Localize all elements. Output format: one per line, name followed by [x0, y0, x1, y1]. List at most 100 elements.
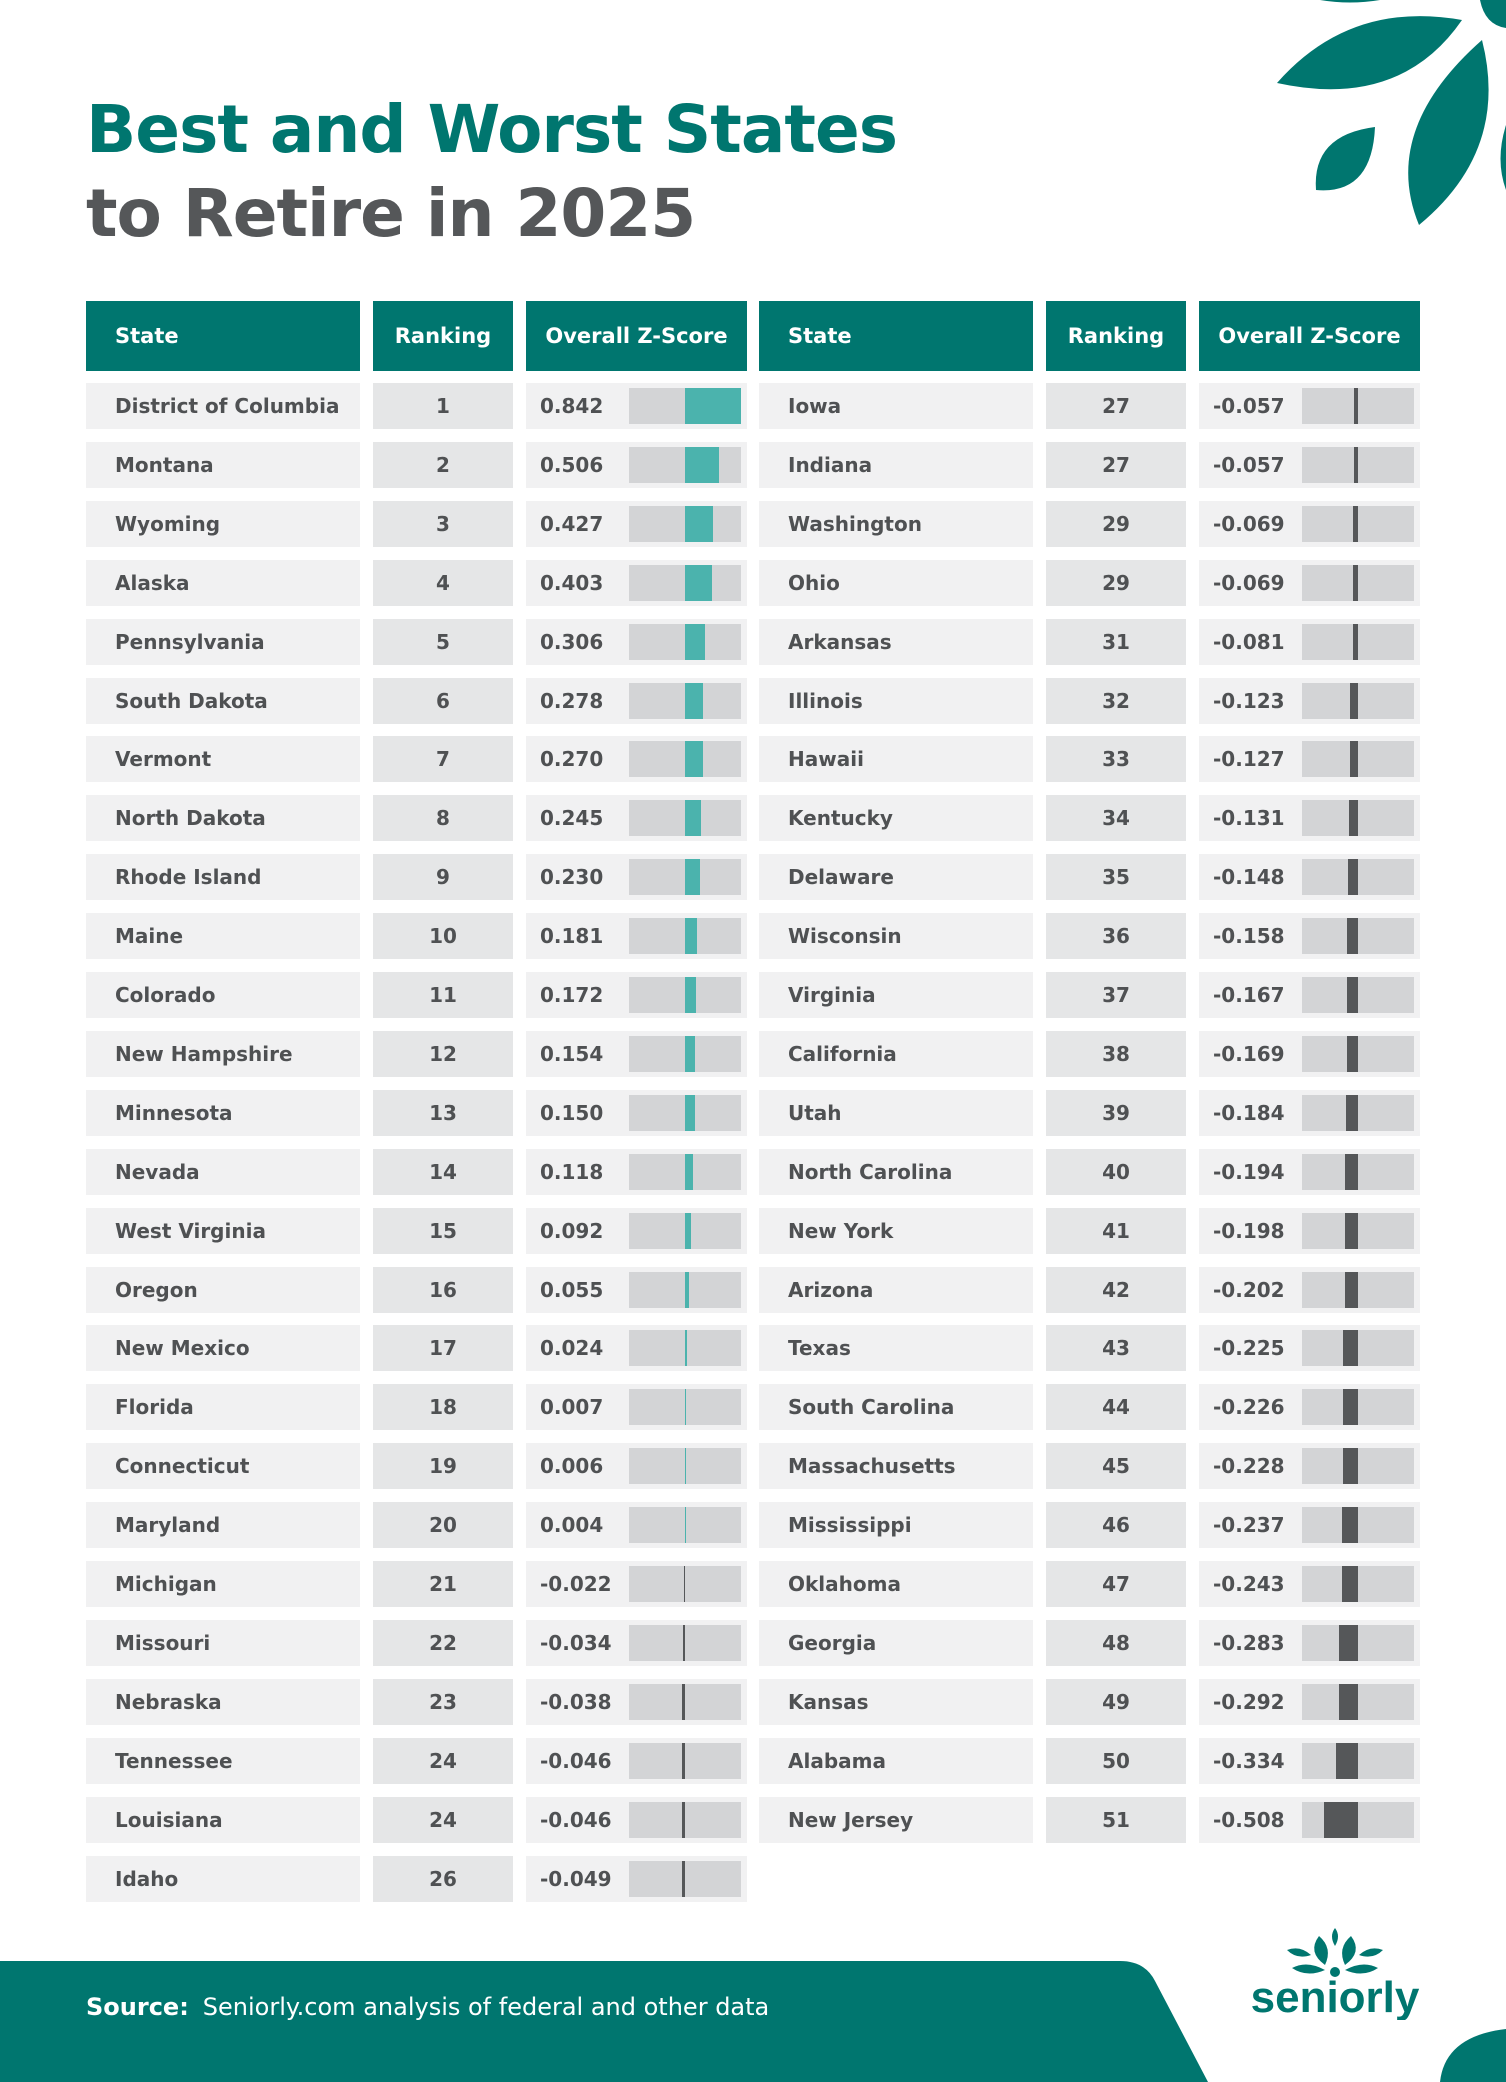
cell-state: West Virginia — [86, 1207, 360, 1254]
cell-z-score: 0.506 — [526, 441, 747, 488]
ranking-value: 12 — [429, 1041, 457, 1066]
z-score-bar — [1349, 800, 1358, 837]
z-score-bar — [685, 1448, 686, 1485]
cell-z-score: -0.057 — [1199, 383, 1420, 429]
z-score-bar-track — [629, 1507, 741, 1544]
cell-state: New Jersey — [759, 1796, 1033, 1843]
cell-ranking: 34 — [1046, 795, 1186, 842]
z-score-value: 0.150 — [540, 1100, 604, 1125]
z-score-bar — [1353, 505, 1358, 542]
z-score-value: -0.167 — [1213, 983, 1285, 1007]
cell-state: Nebraska — [86, 1678, 360, 1725]
z-score-bar-track — [629, 1389, 741, 1426]
z-score-bar — [685, 918, 698, 955]
state-value: Kansas — [788, 1689, 869, 1714]
z-score-bar-track — [1302, 1094, 1414, 1131]
z-score-bar-track — [1302, 918, 1414, 955]
cell-z-score: -0.046 — [526, 1796, 747, 1843]
z-score-bar — [1344, 1212, 1358, 1249]
cell-state: Florida — [86, 1384, 360, 1431]
z-score-value: -0.081 — [1213, 629, 1285, 654]
cell-z-score: 0.403 — [526, 559, 747, 606]
cell-z-score: -0.049 — [526, 1855, 747, 1902]
z-score-value: 0.230 — [540, 865, 604, 890]
cell-state: Delaware — [759, 854, 1033, 901]
state-value: North Dakota — [115, 806, 266, 831]
cell-ranking: 37 — [1046, 972, 1186, 1018]
cell-z-score: 0.278 — [526, 677, 747, 724]
z-score-bar — [681, 1801, 685, 1838]
state-value: Delaware — [788, 865, 894, 890]
z-score-bar — [1345, 1153, 1358, 1190]
footer-band — [0, 1961, 1506, 2082]
z-score-bar-track — [629, 564, 741, 601]
z-score-value: 0.055 — [540, 1277, 604, 1302]
z-score-value: 0.006 — [540, 1454, 604, 1479]
cell-z-score: -0.508 — [1199, 1796, 1420, 1843]
z-score-bar-track — [629, 1448, 741, 1485]
cell-state: Louisiana — [86, 1796, 360, 1843]
cell-ranking: 6 — [373, 677, 513, 724]
z-score-bar-track — [629, 859, 741, 896]
cell-z-score: -0.022 — [526, 1561, 747, 1607]
cell-z-score: -0.169 — [1199, 1030, 1420, 1077]
z-score-value: 0.427 — [540, 511, 604, 536]
cell-ranking: 31 — [1046, 618, 1186, 665]
z-score-bar — [1339, 1624, 1358, 1661]
z-score-bar — [682, 1624, 685, 1661]
z-score-bar-track — [629, 1624, 741, 1661]
z-score-bar-track — [1302, 741, 1414, 778]
cell-state: Idaho — [86, 1855, 360, 1902]
cell-ranking: 27 — [1046, 441, 1186, 488]
z-score-bar-track — [1302, 446, 1414, 483]
ranking-value: 8 — [436, 806, 450, 831]
cell-ranking: 29 — [1046, 559, 1186, 606]
cell-ranking: 13 — [373, 1089, 513, 1136]
state-value: West Virginia — [115, 1218, 266, 1243]
z-score-value: -0.057 — [1213, 394, 1285, 418]
z-score-bar — [685, 741, 703, 778]
state-value: New Hampshire — [115, 1041, 293, 1066]
cell-ranking: 49 — [1046, 1678, 1186, 1725]
ranking-value: 50 — [1102, 1748, 1130, 1773]
state-value: Hawaii — [788, 747, 864, 772]
cell-state: Pennsylvania — [86, 618, 360, 665]
state-value: Virginia — [788, 983, 876, 1007]
z-score-bar — [1349, 741, 1358, 778]
z-score-bar — [1344, 1271, 1358, 1308]
state-value: New Mexico — [115, 1336, 250, 1361]
z-score-bar-track — [1302, 388, 1414, 424]
state-value: Connecticut — [115, 1454, 250, 1479]
cell-state: Utah — [759, 1089, 1033, 1136]
ranking-value: 14 — [429, 1159, 457, 1184]
state-value: Minnesota — [115, 1100, 233, 1125]
z-score-bar — [685, 623, 706, 660]
z-score-bar-track — [1302, 1624, 1414, 1661]
cell-ranking: 15 — [373, 1207, 513, 1254]
z-score-value: -0.022 — [540, 1572, 612, 1596]
state-value: Massachusetts — [788, 1454, 956, 1479]
cell-ranking: 3 — [373, 500, 513, 547]
z-score-bar-track — [629, 505, 741, 542]
z-score-value: -0.069 — [1213, 511, 1285, 536]
z-score-bar — [1341, 1566, 1358, 1602]
cell-ranking: 10 — [373, 913, 513, 960]
z-score-value: -0.169 — [1213, 1041, 1285, 1066]
z-score-value: 0.154 — [540, 1041, 604, 1066]
cell-state: South Dakota — [86, 677, 360, 724]
z-score-bar-track — [629, 800, 741, 837]
cell-state: Minnesota — [86, 1089, 360, 1136]
z-score-bar — [685, 446, 719, 483]
header-ranking: Ranking — [373, 301, 513, 371]
cell-z-score: 0.172 — [526, 972, 747, 1018]
state-value: Michigan — [115, 1572, 217, 1596]
ranking-value: 5 — [436, 629, 450, 654]
cell-state: Wisconsin — [759, 913, 1033, 960]
z-score-bar-track — [1302, 1271, 1414, 1308]
ranking-value: 31 — [1102, 629, 1130, 654]
state-value: Arizona — [788, 1277, 874, 1302]
cell-z-score: -0.069 — [1199, 500, 1420, 547]
state-value: Louisiana — [115, 1807, 223, 1832]
cell-z-score: 0.004 — [526, 1502, 747, 1549]
z-score-bar-track — [629, 1094, 741, 1131]
